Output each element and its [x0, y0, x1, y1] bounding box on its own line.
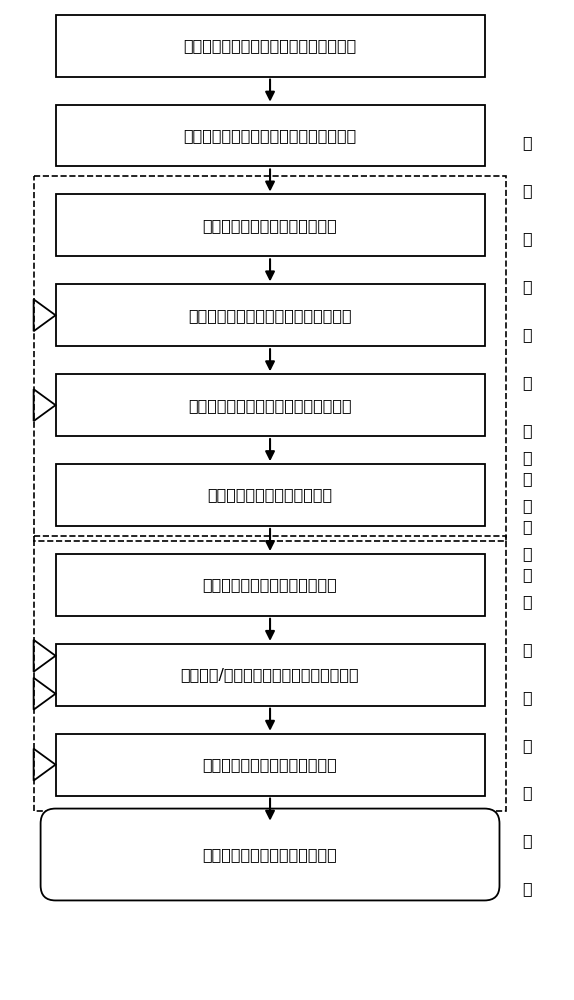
- Text: 不: 不: [522, 450, 532, 465]
- Text: 预: 预: [522, 834, 532, 849]
- Text: 声: 声: [522, 690, 532, 705]
- Text: 最佳平方逼近及隔声量区间界限: 最佳平方逼近及隔声量区间界限: [203, 757, 338, 772]
- FancyBboxPatch shape: [56, 284, 484, 346]
- Text: 区间参数样本点处平板系统固有属性值: 区间参数样本点处平板系统固有属性值: [188, 308, 352, 323]
- Text: 区间参数空间内高斯积分点抽样: 区间参数空间内高斯积分点抽样: [203, 218, 338, 233]
- Text: 平板隔声系统固有属性与隔声性能的建模: 平板隔声系统固有属性与隔声性能的建模: [184, 38, 356, 53]
- Text: 测: 测: [522, 567, 532, 582]
- Text: 确: 确: [522, 183, 532, 198]
- Text: 性: 性: [522, 738, 532, 753]
- FancyBboxPatch shape: [56, 644, 484, 706]
- Text: 隔: 隔: [522, 642, 532, 657]
- Text: 有: 有: [522, 375, 532, 390]
- FancyBboxPatch shape: [56, 734, 484, 796]
- Text: 给定频率/区间参数样本点处平板隔声量值: 给定频率/区间参数样本点处平板隔声量值: [181, 667, 359, 682]
- Text: 固有属性的最佳平方逼近及最值点计算: 固有属性的最佳平方逼近及最值点计算: [188, 398, 352, 413]
- Text: 不: 不: [522, 135, 532, 150]
- FancyBboxPatch shape: [56, 194, 484, 256]
- FancyBboxPatch shape: [56, 15, 484, 77]
- Text: 定: 定: [522, 231, 532, 246]
- Text: 确: 确: [522, 498, 532, 513]
- FancyBboxPatch shape: [56, 105, 484, 166]
- Text: 性: 性: [522, 471, 532, 486]
- Text: 定: 定: [522, 546, 532, 561]
- Text: 预: 预: [522, 519, 532, 534]
- Text: 属: 属: [522, 423, 532, 438]
- Text: 能: 能: [522, 786, 532, 801]
- FancyBboxPatch shape: [41, 809, 499, 900]
- Text: 性: 性: [522, 594, 532, 609]
- Text: 界定平板最佳隔声性能频率段: 界定平板最佳隔声性能频率段: [207, 488, 332, 503]
- Text: 性: 性: [522, 279, 532, 294]
- Text: 固: 固: [522, 327, 532, 342]
- Text: 平板隔声性能区间界限频响分布: 平板隔声性能区间界限频响分布: [203, 847, 338, 862]
- Text: 不确定参数灵敏度分析与区间模型定量化: 不确定参数灵敏度分析与区间模型定量化: [184, 128, 356, 143]
- FancyBboxPatch shape: [56, 554, 484, 616]
- Text: 区间参数空间内高斯积分点抽样: 区间参数空间内高斯积分点抽样: [203, 577, 338, 592]
- Text: 测: 测: [522, 881, 532, 896]
- FancyBboxPatch shape: [56, 464, 484, 526]
- FancyBboxPatch shape: [56, 374, 484, 436]
